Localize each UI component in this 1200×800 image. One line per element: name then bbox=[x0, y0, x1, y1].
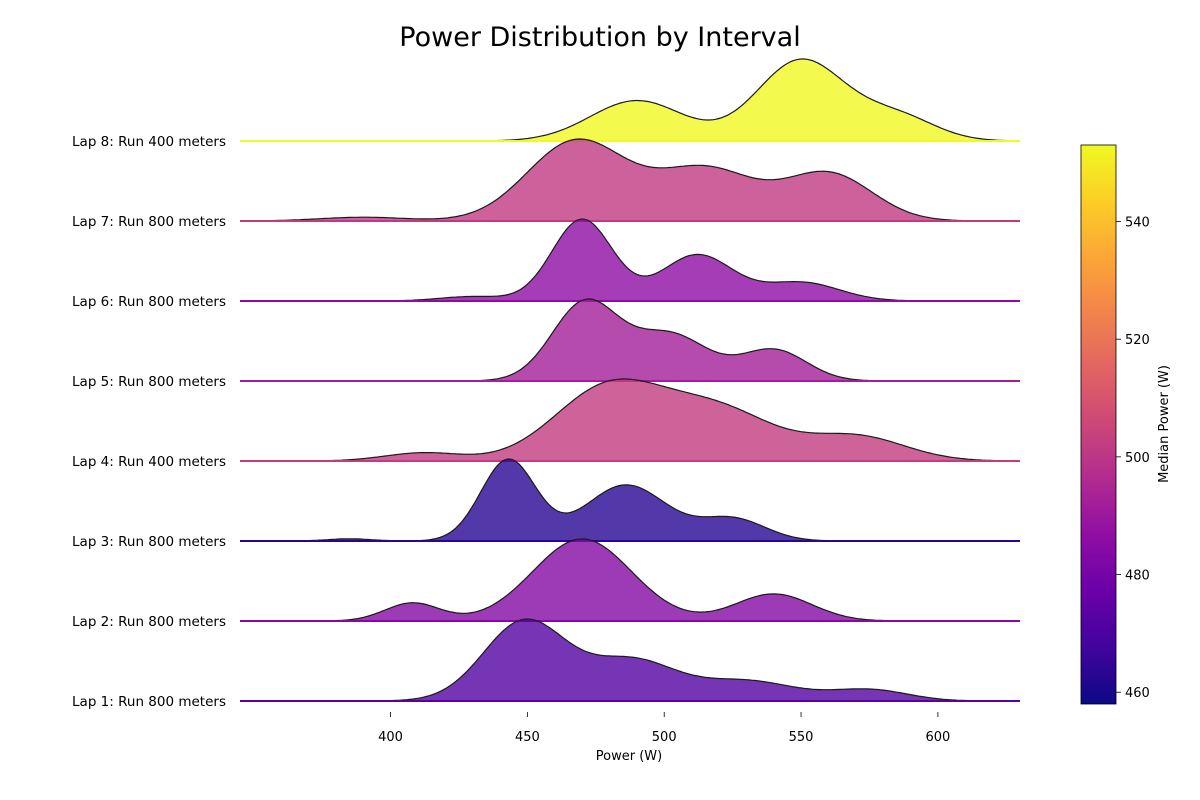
colorbar-ticks: 460 480 500 520 540 bbox=[1116, 215, 1150, 701]
colorbar-tick-label-520: 520 bbox=[1125, 333, 1150, 348]
lap-label-8: Lap 8: Run 400 meters bbox=[72, 134, 226, 150]
colorbar-gradient bbox=[1080, 144, 1117, 705]
ridge-area-lap-1 bbox=[240, 619, 1020, 701]
colorbar-tick-label-540: 540 bbox=[1125, 215, 1150, 230]
ridge-outline-lap-4 bbox=[240, 378, 1020, 462]
lap-labels-group: Lap 8: Run 400 meters Lap 7: Run 800 mete… bbox=[72, 134, 226, 710]
lap-label-2: Lap 2: Run 800 meters bbox=[72, 614, 226, 630]
lap-label-5: Lap 5: Run 800 meters bbox=[72, 374, 226, 390]
chart-title: Power Distribution by Interval bbox=[399, 22, 800, 53]
lap-label-3: Lap 3: Run 800 meters bbox=[72, 534, 226, 550]
colorbar-tick-label-460: 460 bbox=[1125, 686, 1150, 701]
x-tick-label-600: 600 bbox=[925, 730, 950, 745]
ridge-area-lap-8 bbox=[240, 59, 1020, 141]
lap-label-7: Lap 7: Run 800 meters bbox=[72, 214, 226, 230]
colorbar-tick-label-500: 500 bbox=[1125, 451, 1150, 466]
ridge-area-lap-2 bbox=[240, 539, 1020, 621]
ridge-area-lap-5 bbox=[240, 299, 1020, 381]
lap-label-1: Lap 1: Run 800 meters bbox=[72, 694, 226, 710]
ridges-group bbox=[240, 58, 1021, 702]
ridge-area-lap-3 bbox=[240, 459, 1020, 541]
colorbar-label: Median Power (W) bbox=[1157, 365, 1172, 483]
colorbar: 460 480 500 520 540 Median Power (W) bbox=[1080, 144, 1172, 705]
x-tick-label-500: 500 bbox=[652, 730, 677, 745]
ridge-area-lap-4 bbox=[240, 379, 1020, 461]
x-tick-label-550: 550 bbox=[789, 730, 814, 745]
lap-label-4: Lap 4: Run 400 meters bbox=[72, 454, 226, 470]
ridge-outline-lap-7 bbox=[240, 138, 1020, 222]
lap-label-6: Lap 6: Run 800 meters bbox=[72, 294, 226, 310]
ridge-area-lap-7 bbox=[240, 139, 1020, 221]
x-axis: 400 450 500 550 600 bbox=[378, 712, 950, 745]
x-axis-label: Power (W) bbox=[596, 749, 662, 764]
ridge-area-lap-6 bbox=[240, 219, 1020, 301]
x-tick-label-450: 450 bbox=[515, 730, 540, 745]
x-tick-label-400: 400 bbox=[378, 730, 403, 745]
colorbar-tick-label-480: 480 bbox=[1125, 569, 1150, 584]
